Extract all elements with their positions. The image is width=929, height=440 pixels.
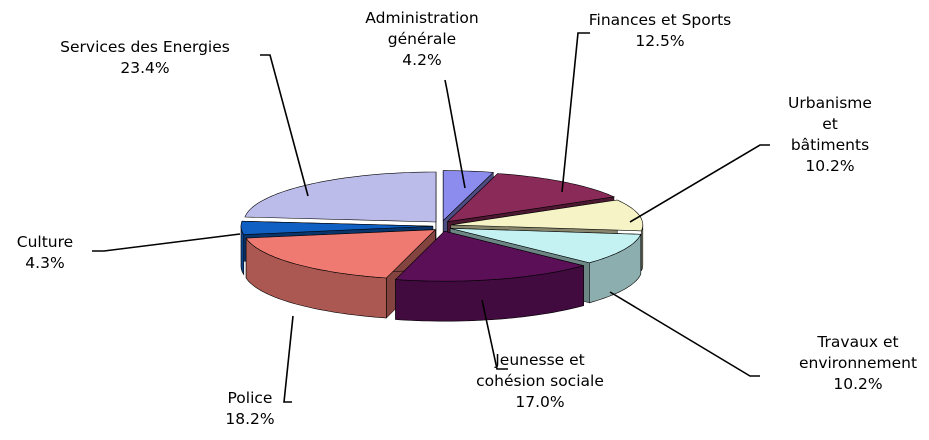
category-label: Finances et Sports <box>588 11 732 29</box>
slice-label: Services des Energies 23.4% <box>60 37 230 79</box>
slice-label: Finances et Sports 12.5% <box>589 10 732 52</box>
leader-line <box>283 315 294 403</box>
value-label: 4.3% <box>25 254 65 272</box>
leader-line <box>629 144 770 223</box>
category-label: Urbanisme et bâtiments <box>788 94 872 154</box>
slice-label: Jeunesse et cohésion sociale 17.0% <box>476 350 604 413</box>
slice <box>245 229 437 279</box>
slice <box>450 227 642 264</box>
category-label: Travaux et environnement <box>798 333 918 372</box>
slice-label: Administration générale 4.2% <box>365 8 478 71</box>
category-label: Culture <box>16 233 74 251</box>
slice-label: Police 18.2% <box>225 388 274 430</box>
slice-label: Urbanisme et bâtiments 10.2% <box>781 93 880 177</box>
value-label: 17.0% <box>515 393 565 411</box>
slice <box>244 171 437 223</box>
category-label: Jeunesse et cohésion sociale <box>476 351 604 390</box>
slice <box>442 170 494 222</box>
value-label: 4.2% <box>402 51 442 69</box>
slice <box>446 173 616 223</box>
slice-side <box>641 224 644 271</box>
leader-line <box>260 54 309 197</box>
value-label: 10.2% <box>833 375 883 393</box>
value-label: 10.2% <box>805 157 855 175</box>
leader-line <box>609 291 760 377</box>
category-label: Police <box>227 389 273 407</box>
leader-line <box>481 299 508 370</box>
value-label: 12.5% <box>635 32 685 50</box>
leader-line <box>561 32 590 193</box>
leader-line <box>92 233 241 252</box>
slice-label: Culture 4.3% <box>17 232 73 274</box>
slice-label: Travaux et environnement 10.2% <box>799 332 917 395</box>
slice <box>394 230 584 282</box>
category-label: Services des Energies <box>60 38 230 56</box>
slice <box>450 199 644 232</box>
value-label: 23.4% <box>120 59 170 77</box>
category-label: Administration générale <box>365 9 479 48</box>
value-label: 18.2% <box>225 410 275 428</box>
slice <box>240 220 434 235</box>
leader-line <box>444 79 466 189</box>
